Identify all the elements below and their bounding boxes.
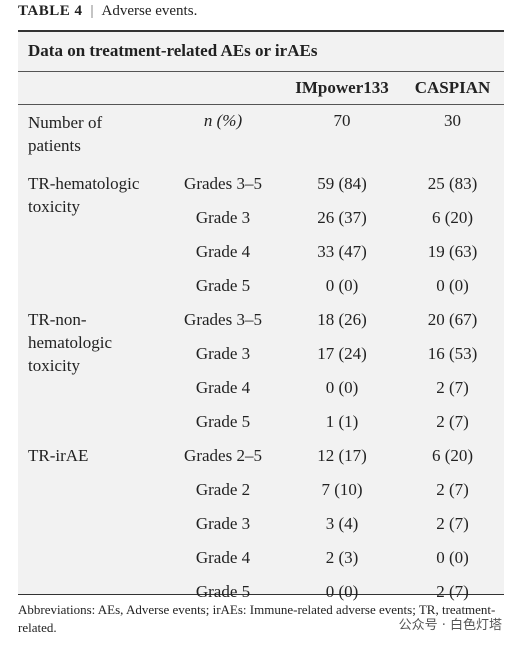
value-cell: 2 (7) [436,514,469,533]
sub-label: n (%) [203,111,243,130]
group-cell: Number of patients [18,105,163,168]
table: IMpower133 CASPIAN Number of patients n (… [18,72,504,609]
value-cell: 2 (7) [436,582,469,601]
table-row: TR-non-hematologic toxicity Grades 3–5 18 … [18,303,504,375]
value-cell: 0 (0) [436,548,469,567]
value-cell: 25 (83) [427,174,478,193]
value-cell: 17 (24) [317,344,367,363]
value-cell: 6 (20) [431,208,474,227]
value-cell: 33 (47) [317,242,367,261]
value-cell: 26 (37) [317,208,367,227]
sub-label: Grade 3 [195,208,251,227]
group-cell: TR-hematologic toxicity [18,167,163,303]
sub-label: Grades 2–5 [184,446,262,465]
header-cell [163,72,283,105]
group-label: Number of patients [28,113,103,155]
table-title: Data on treatment-related AEs or irAEs [18,32,504,72]
value-cell: 59 (84) [317,174,367,193]
column-header: IMpower133 [283,72,401,105]
table-row: Grade 4 33 (47) 19 (63) [18,235,504,269]
header-cell [18,72,163,105]
table-box: Data on treatment-related AEs or irAEs I… [18,30,504,601]
caption-title: Adverse events. [101,3,198,19]
watermark: 公众号 · 白色灯塔 [398,618,502,633]
sub-label: Grade 4 [195,242,251,261]
group-label: TR-hematologic toxicity [28,174,140,216]
value-cell: 0 (0) [325,276,359,295]
sub-label: Grades 3–5 [184,310,262,329]
value-cell: 3 (4) [325,514,359,533]
table-row: Grade 5 1 (1) 2 (7) [18,405,504,439]
value-cell: 18 (26) [317,310,367,329]
value-cell: 6 (20) [431,446,474,465]
sub-label: Grade 5 [195,276,251,295]
table-body: Number of patients n (%) 70 30 TR-hematologi… [18,105,504,610]
table-row: TR-irAE Grades 2–5 12 (17) 6 (20) [18,439,504,473]
group-cell: TR-non-hematologic toxicity [18,303,163,439]
value-cell: 2 (7) [436,480,469,499]
value-cell: 0 (0) [436,276,469,295]
footnote: Abbreviations: AEs, Adverse events; irAE… [18,602,496,635]
sub-label: Grade 2 [195,480,251,499]
value-cell: 16 (53) [427,344,478,363]
table-row: Grade 4 2 (3) 0 (0) [18,541,504,575]
table-row: Grade 3 3 (4) 2 (7) [18,507,504,541]
sub-label: Grade 3 [195,344,251,363]
value-cell: 19 (63) [427,242,478,261]
sub-label: Grades 3–5 [184,174,262,193]
caption-label: TABLE 4 [18,3,83,19]
sub-label: Grade 4 [195,378,251,397]
group-label: TR-irAE [28,446,89,465]
value-cell: 70 [333,111,351,130]
table-row: TR-hematologic toxicity Grades 3–5 59 (84)… [18,167,504,216]
table-row: Grade 5 0 (0) 2 (7) [18,575,504,609]
value-cell: 0 (0) [325,582,359,601]
value-cell: 2 (3) [325,548,359,567]
table-row: Grade 3 17 (24) 16 (53) [18,337,504,371]
value-cell: 2 (7) [436,412,469,431]
sub-label: Grade 5 [195,412,251,431]
sub-label: Grade 5 [195,582,251,601]
caption: TABLE 4 | Adverse events. [18,3,197,20]
value-cell: 0 (0) [325,378,359,397]
column-header: CASPIAN [401,72,504,105]
value-cell: 7 (10) [321,480,363,499]
separator: | [90,3,94,19]
group-cell: TR-irAE [18,439,163,609]
header-row: IMpower133 CASPIAN [18,72,504,105]
value-cell: 20 (67) [427,310,478,329]
value-cell: 2 (7) [436,378,469,397]
group-label: TR-non-hematologic toxicity [28,310,113,375]
value-cell: 12 (17) [317,446,367,465]
table-row: Grade 4 0 (0) 2 (7) [18,371,504,405]
value-cell: 30 [444,111,461,130]
value-cell: 1 (1) [325,412,359,431]
table-row: Number of patients n (%) 70 30 [18,105,504,168]
sub-label: Grade 4 [195,548,251,567]
table-row: Grade 5 0 (0) 0 (0) [18,269,504,303]
table-row: Grade 3 26 (37) 6 (20) [18,201,504,235]
table-row: Grade 2 7 (10) 2 (7) [18,473,504,507]
sub-label: Grade 3 [195,514,251,533]
